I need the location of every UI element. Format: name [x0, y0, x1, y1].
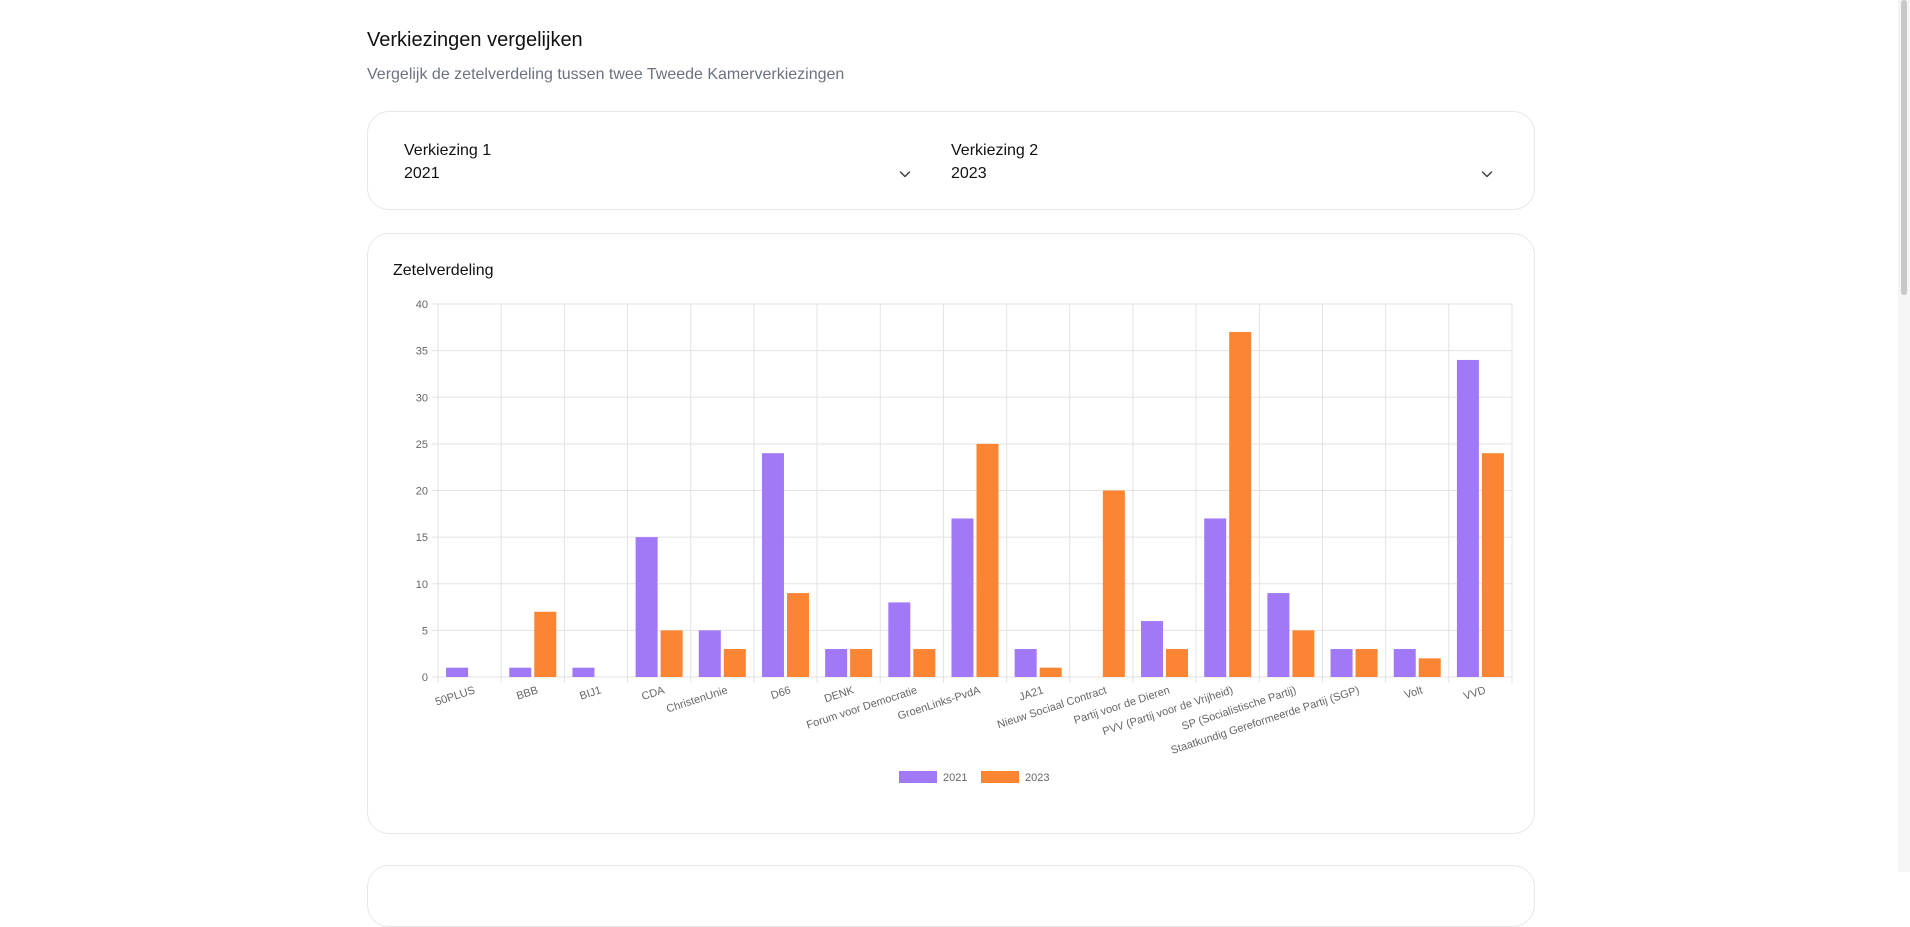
election-2-label: Verkiezing 2	[951, 142, 1039, 159]
legend-swatch-2023[interactable]	[981, 771, 1019, 783]
bar-2023[interactable]	[786, 593, 809, 677]
election-1-group: Verkiezing 1 2021	[404, 140, 914, 186]
y-tick-label: 0	[422, 672, 428, 684]
legend-label[interactable]: 2023	[1025, 772, 1049, 784]
x-tick-label: CDA	[640, 684, 666, 703]
page-scrollbar[interactable]	[1898, 0, 1910, 872]
bar-2023[interactable]	[660, 630, 683, 677]
legend-label[interactable]: 2021	[943, 772, 967, 784]
election-2-select[interactable]: 2023	[951, 162, 1496, 186]
y-tick-label: 20	[416, 486, 428, 498]
bar-2023[interactable]	[534, 611, 557, 677]
bar-2023[interactable]	[913, 649, 936, 677]
chevron-down-icon	[1481, 171, 1493, 178]
x-tick-label: 50PLUS	[434, 684, 477, 708]
bar-2021[interactable]	[446, 667, 469, 677]
bar-2021[interactable]	[1330, 649, 1353, 677]
y-tick-label: 35	[416, 346, 428, 358]
y-tick-label: 15	[416, 532, 428, 544]
chevron-down-icon	[899, 171, 911, 178]
page-subtitle: Vergelijk de zetelverdeling tussen twee …	[367, 66, 845, 83]
page-title: Verkiezingen vergelijken	[367, 29, 583, 51]
x-tick-label: JA21	[1018, 684, 1046, 703]
x-tick-label: D66	[769, 684, 792, 702]
chart-title: Zetelverdeling	[393, 262, 494, 279]
x-tick-label: Nieuw Sociaal Contract	[996, 684, 1108, 731]
legend-swatch-2021[interactable]	[899, 771, 937, 783]
bar-2021[interactable]	[1014, 649, 1037, 677]
bar-2023[interactable]	[1229, 331, 1252, 677]
election-1-label: Verkiezing 1	[404, 142, 492, 159]
bar-2021[interactable]	[761, 453, 784, 677]
bar-2021[interactable]	[825, 649, 848, 677]
seat-distribution-card: Zetelverdeling 0 5 10 15 20 25 30 35 40 50PLUS BBB…	[367, 233, 1535, 834]
x-tick-label: VVD	[1462, 684, 1487, 702]
x-tick-label: BBB	[515, 684, 540, 702]
bar-2023[interactable]	[1166, 649, 1189, 677]
x-tick-label: Forum voor Democratie	[805, 684, 919, 731]
bar-2023[interactable]	[723, 649, 746, 677]
x-tick-label: Volt	[1403, 684, 1424, 701]
bar-2021[interactable]	[698, 630, 721, 677]
bar-2021[interactable]	[1141, 621, 1164, 677]
bar-2023[interactable]	[1481, 453, 1504, 677]
bar-2023[interactable]	[1355, 649, 1378, 677]
x-tick-label: BIJ1	[578, 684, 603, 702]
election-selector-card: Verkiezing 1 2021 Verkiezing 2 2023	[367, 111, 1535, 210]
y-tick-label: 10	[416, 579, 428, 591]
bar-2023[interactable]	[850, 649, 873, 677]
bar-2021[interactable]	[1393, 649, 1416, 677]
bar-2021[interactable]	[1456, 359, 1479, 677]
bar-2023[interactable]	[1418, 658, 1441, 677]
bar-2021[interactable]	[951, 518, 974, 677]
y-tick-label: 25	[416, 439, 428, 451]
bar-2023[interactable]	[1039, 667, 1062, 677]
bar-2021[interactable]	[509, 667, 532, 677]
y-tick-label: 40	[416, 299, 428, 311]
bar-2023[interactable]	[1102, 490, 1125, 678]
next-section-card	[367, 865, 1535, 927]
bar-2021[interactable]	[1267, 593, 1290, 677]
election-2-group: Verkiezing 2 2023	[951, 140, 1496, 186]
bar-2021[interactable]	[635, 537, 658, 677]
bar-2021[interactable]	[572, 667, 595, 677]
election-1-select[interactable]: 2021	[404, 162, 914, 186]
y-tick-label: 30	[416, 392, 428, 404]
election-2-value: 2023	[951, 165, 987, 182]
x-tick-label: ChristenUnie	[665, 684, 729, 715]
bar-2021[interactable]	[888, 602, 911, 677]
bar-2023[interactable]	[1292, 630, 1315, 677]
x-tick-label: DENK	[823, 684, 856, 705]
bar-2021[interactable]	[1204, 518, 1227, 677]
bar-2023[interactable]	[976, 443, 999, 677]
seat-distribution-chart: 0 5 10 15 20 25 30 35 40 50PLUS BBB BIJ1 CDAChristen…	[416, 299, 1513, 784]
scrollbar-thumb[interactable]	[1901, 0, 1907, 295]
y-tick-label: 5	[422, 625, 428, 637]
election-1-value: 2021	[404, 165, 440, 182]
